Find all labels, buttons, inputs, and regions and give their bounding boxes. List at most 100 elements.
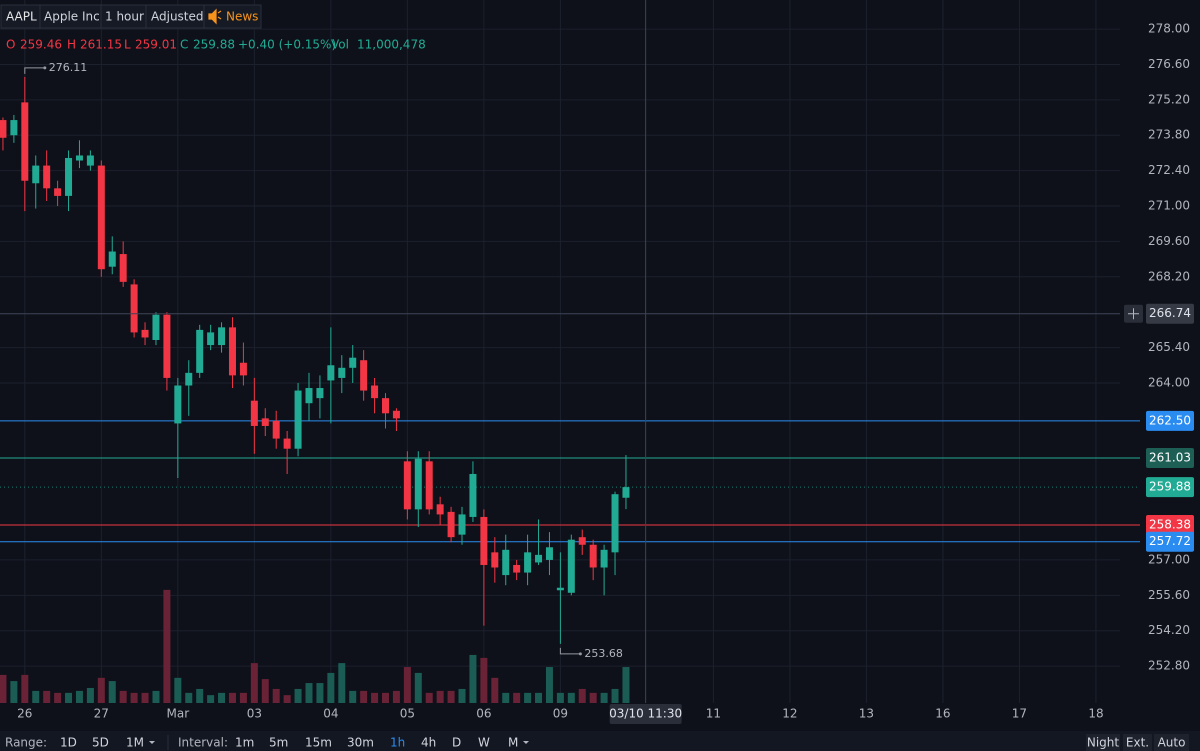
candle-body [622,487,630,498]
interval-option[interactable]: 1h [390,736,405,750]
toolbar: AAPL Apple Inc 1 hour Adjusted News [0,4,262,29]
axes: 278.00 276.60 275.20 273.80 272.40 271.00 269.… [0,0,1194,724]
volume-bar [75,690,83,703]
interval-option[interactable]: 4h [421,736,436,750]
candle-body [524,552,532,573]
interval-option[interactable]: 15m [305,736,332,750]
y-tick-label: 276.60 [1148,57,1190,71]
candle-body [163,314,171,378]
toggle[interactable]: Ext. [1126,736,1149,750]
candle-body [447,511,455,538]
candle-body [65,157,73,196]
y-tick-label: 272.40 [1148,163,1190,177]
volume-bar [152,690,160,703]
volume-bar [392,690,400,703]
volume-bar [447,690,455,703]
candle-body [228,327,236,376]
toggle-box[interactable] [1154,734,1189,751]
interval-option[interactable]: M [508,736,518,750]
price-box [1146,448,1194,469]
volume-bar [567,692,575,703]
toggle[interactable]: Night [1087,736,1120,750]
y-tick-label: 252.80 [1148,659,1190,673]
price-box [1146,531,1194,552]
volume-bar [305,683,313,703]
candle-body [86,155,94,166]
volume-bar [130,692,138,703]
volume-bar [272,688,280,703]
x-tick-label: 27 [94,707,109,721]
low-dot [578,652,582,656]
volume-bar [0,674,7,703]
candle-body [250,400,258,426]
volume-bar [480,657,488,703]
interval-option[interactable]: D [452,736,461,750]
candle-body [97,165,105,270]
interval-option[interactable]: 5m [269,736,288,750]
volume-bar [207,695,215,703]
change: +0.40 (+0.15%) [238,38,336,52]
caret [523,741,529,744]
bottom-controls: Range: 1D 5D 1M Interval: 1m 5m 15m 30m 1h 4h D W M Ni… [5,734,1189,751]
crosshair-y-box [1146,303,1194,324]
candle-body [75,155,83,161]
volume-bar [600,692,608,703]
price-label: 261.03 [1149,451,1191,465]
volume-label: Vol [331,38,349,52]
candle-body [436,504,444,515]
candles [0,76,630,644]
volume-bar [513,692,521,703]
candle-body [578,537,586,545]
name: Apple Inc [44,10,100,24]
volume-bar [141,692,149,703]
legend-label: O [6,38,15,52]
volume-bar [458,688,466,703]
volume-bar [250,663,258,703]
high-marker [24,67,45,74]
news-box[interactable] [203,4,262,29]
candle-body [414,458,422,510]
high-dot [43,66,47,70]
price-label: 259.88 [1149,480,1191,494]
low-marker [559,647,581,655]
candle-body [600,549,608,568]
interval-option[interactable]: 1m [235,736,254,750]
volume-bar [97,677,105,703]
price-label: 258.38 [1149,518,1191,532]
x-tick-label: 06 [476,707,491,721]
range-option[interactable]: 5D [92,736,109,750]
candle-body [502,549,510,576]
volume-bar [469,654,477,703]
volume-bar [403,667,411,703]
volume-bar [108,681,116,703]
crosshair-x-box [609,704,682,724]
toggle-box[interactable] [1086,734,1120,751]
candle-body [349,357,357,368]
range-option[interactable]: 1M [126,736,144,750]
candle-body [491,552,499,568]
toggle-box[interactable] [1123,734,1152,751]
volume-bar [239,692,247,703]
price-label: 257.72 [1149,534,1191,548]
volume-bar [86,687,94,703]
candle-body [21,102,29,181]
volume-bar [545,667,553,703]
y-tick-label: 271.00 [1148,199,1190,213]
legend-label: H [67,38,76,52]
crosshair-plus [1128,308,1139,320]
interval-option[interactable]: W [478,736,490,750]
candle-body [382,398,390,414]
toggle[interactable]: Auto [1158,736,1186,750]
volume-bar [10,681,18,703]
volume-bar [43,690,51,703]
interval-option[interactable]: 30m [347,736,374,750]
x-tick-label: 18 [1088,707,1103,721]
range-option[interactable]: 1D [60,736,77,750]
candle-body [305,388,313,404]
volume-bar [163,589,171,703]
volume-bar [65,692,73,703]
volume-bar [524,692,532,703]
x-tick-label: Mar [167,707,190,721]
x-tick-label: 05 [400,707,415,721]
